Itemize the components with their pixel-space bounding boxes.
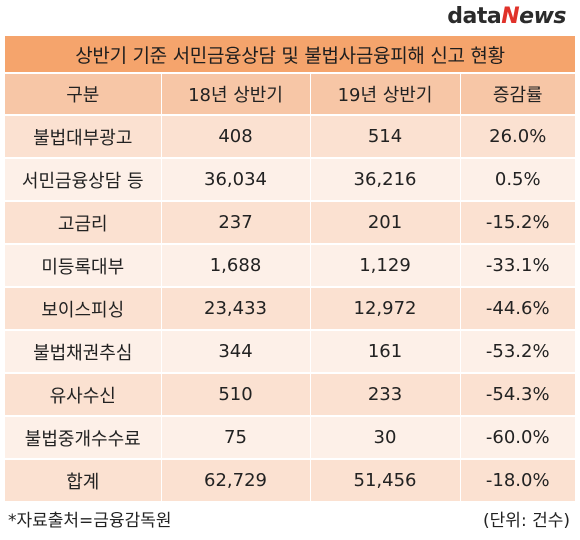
cell-2018: 408 [161, 115, 311, 159]
cell-2019: 233 [310, 373, 461, 417]
header-2019-h1: 19년 상반기 [310, 74, 461, 116]
cell-2019: 201 [310, 201, 461, 245]
cell-2019: 51,456 [310, 459, 461, 503]
table-row: 보이스피싱 23,433 12,972 -44.6% [5, 287, 575, 331]
cell-rate: -33.1% [460, 244, 575, 288]
cell-rate: -53.2% [460, 330, 575, 374]
cell-category: 불법대부광고 [5, 115, 162, 159]
cell-2019: 36,216 [310, 158, 461, 202]
cell-category: 서민금융상담 등 [5, 158, 162, 202]
cell-category: 불법중개수수료 [5, 416, 162, 460]
cell-2018: 62,729 [161, 459, 311, 503]
cell-category: 유사수신 [5, 373, 162, 417]
cell-category: 불법채권추심 [5, 330, 162, 374]
cell-rate: -54.3% [460, 373, 575, 417]
cell-category: 합계 [5, 459, 162, 503]
cell-2018: 237 [161, 201, 311, 245]
cell-rate: -18.0% [460, 459, 575, 503]
cell-2019: 12,972 [310, 287, 461, 331]
logo-n-text: N [501, 4, 520, 29]
cell-2019: 161 [310, 330, 461, 374]
cell-2018: 344 [161, 330, 311, 374]
cell-rate: 0.5% [460, 158, 575, 202]
cell-2018: 75 [161, 416, 311, 460]
cell-2018: 510 [161, 373, 311, 417]
table-row: 고금리 237 201 -15.2% [5, 201, 575, 245]
cell-category: 보이스피싱 [5, 287, 162, 331]
header-category: 구분 [5, 74, 162, 116]
cell-rate: -44.6% [460, 287, 575, 331]
table-row: 불법채권추심 344 161 -53.2% [5, 330, 575, 374]
logo-ews-text: ews [519, 4, 566, 29]
table-row: 유사수신 510 233 -54.3% [5, 373, 575, 417]
cell-rate: -15.2% [460, 201, 575, 245]
cell-2018: 23,433 [161, 287, 311, 331]
table-header-row: 구분 18년 상반기 19년 상반기 증감률 [5, 74, 575, 116]
cell-2019: 30 [310, 416, 461, 460]
cell-category: 고금리 [5, 201, 162, 245]
header-change-rate: 증감률 [460, 74, 575, 116]
table-footer: *자료출처=금융감독원 (단위: 건수) [8, 506, 570, 531]
table-total-row: 합계 62,729 51,456 -18.0% [5, 459, 575, 503]
header-2018-h1: 18년 상반기 [161, 74, 311, 116]
cell-rate: -60.0% [460, 416, 575, 460]
table-row: 불법중개수수료 75 30 -60.0% [5, 416, 575, 460]
cell-category: 미등록대부 [5, 244, 162, 288]
unit-note: (단위: 건수) [483, 511, 570, 531]
logo-data-text: data [447, 4, 502, 29]
table-title: 상반기 기준 서민금융상담 및 불법사금융피해 신고 현황 [5, 36, 575, 72]
cell-2018: 36,034 [161, 158, 311, 202]
report-table: 구분 18년 상반기 19년 상반기 증감률 불법대부광고 408 514 26… [5, 74, 575, 503]
cell-2018: 1,688 [161, 244, 311, 288]
cell-rate: 26.0% [460, 115, 575, 159]
source-note: *자료출처=금융감독원 [8, 511, 172, 531]
cell-2019: 514 [310, 115, 461, 159]
table-row: 미등록대부 1,688 1,129 -33.1% [5, 244, 575, 288]
cell-2019: 1,129 [310, 244, 461, 288]
table-row: 서민금융상담 등 36,034 36,216 0.5% [5, 158, 575, 202]
table-row: 불법대부광고 408 514 26.0% [5, 115, 575, 159]
